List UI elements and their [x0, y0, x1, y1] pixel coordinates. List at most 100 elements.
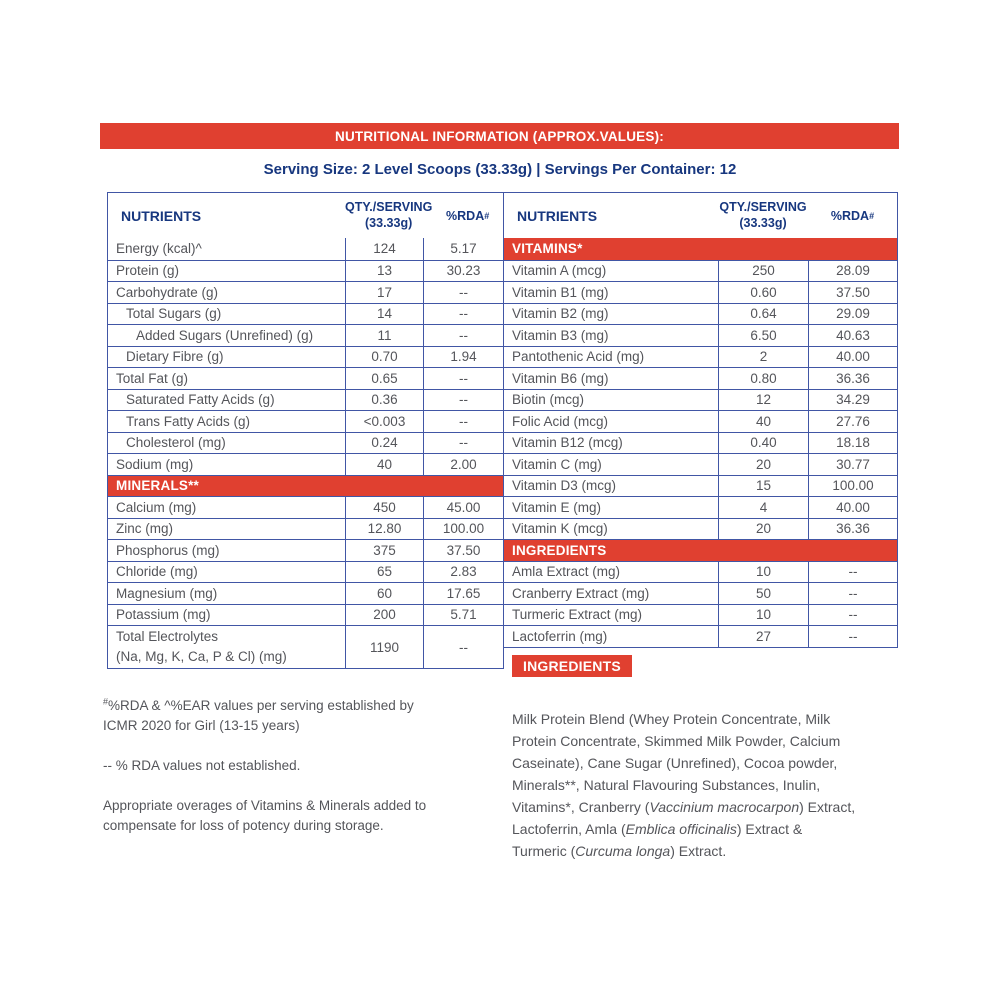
qty-value: 20 — [718, 518, 808, 539]
nutrition-info-title-bar: NUTRITIONAL INFORMATION (APPROX.VALUES): — [100, 123, 899, 149]
nutrient-label: Pantothenic Acid (mg) — [512, 349, 645, 365]
table-row: Energy (kcal)^ 124 5.17 — [108, 238, 503, 260]
qty-header-line1: QTY./SERVING — [345, 199, 433, 214]
nutrient-label: Saturated Fatty Acids (g) — [126, 392, 275, 408]
footnotes: #%RDA & ^%EAR values per serving establi… — [103, 676, 495, 856]
footnote-not-established: -- % RDA values not established. — [103, 758, 301, 773]
table-row: Vitamin B1 (mg) 0.60 37.50 — [504, 281, 897, 303]
qty-value: <0.003 — [345, 411, 423, 432]
nutrient-label: Vitamin A (mcg) — [512, 263, 607, 279]
table-row: Vitamin B2 (mg) 0.64 29.09 — [504, 302, 897, 324]
rda-value: 36.36 — [808, 518, 897, 539]
column-header-qty: QTY./SERVING (33.33g) — [718, 193, 808, 238]
rda-value: 37.50 — [423, 540, 503, 561]
nutrient-label: Chloride (mg) — [116, 564, 198, 580]
rda-value: 5.71 — [423, 604, 503, 625]
ingredients-paragraph: Milk Protein Blend (Whey Protein Concent… — [512, 686, 910, 862]
table-row: Vitamin D3 (mcg) 15 100.00 — [504, 474, 897, 496]
rda-value: 2.83 — [423, 561, 503, 582]
table-row: Protein (g) 13 30.23 — [108, 259, 503, 281]
qty-value: 50 — [718, 583, 808, 604]
table-row: Sodium (mg) 40 2.00 — [108, 453, 503, 475]
section-label: MINERALS** — [116, 478, 200, 494]
rda-value: -- — [423, 368, 503, 389]
rda-value: -- — [808, 604, 897, 625]
nutrient-label: Total Fat (g) — [116, 370, 189, 386]
rda-value: -- — [808, 626, 897, 647]
nutrient-label: Vitamin B12 (mcg) — [512, 435, 623, 451]
qty-value: 375 — [345, 540, 423, 561]
section-label: VITAMINS* — [512, 241, 583, 257]
nutrient-label: Energy (kcal)^ — [116, 241, 202, 257]
qty-value: 0.65 — [345, 368, 423, 389]
table-header-row: NUTRIENTS QTY./SERVING (33.33g) %RDA # — [504, 193, 897, 238]
qty-value: 10 — [718, 604, 808, 625]
rda-value: 18.18 — [808, 432, 897, 453]
nutrient-label: Magnesium (mg) — [116, 585, 218, 601]
qty-value: 0.64 — [718, 303, 808, 324]
table-row: Added Sugars (Unrefined) (g) 11 -- — [108, 324, 503, 346]
rda-value: 29.09 — [808, 303, 897, 324]
rda-value: 1.94 — [423, 346, 503, 367]
footnote-overages: Appropriate overages of Vitamins & Miner… — [103, 798, 427, 833]
nutrient-label: Biotin (mcg) — [512, 392, 585, 408]
table-row: Carbohydrate (g) 17 -- — [108, 281, 503, 303]
nutrient-label: Cholesterol (mg) — [126, 435, 226, 451]
rda-value: 40.00 — [808, 346, 897, 367]
nutrient-label: Vitamin B1 (mg) — [512, 284, 609, 300]
nutrient-label: Vitamin E (mg) — [512, 499, 602, 515]
rda-value: -- — [808, 583, 897, 604]
qty-value: 10 — [718, 561, 808, 582]
qty-value: 2 — [718, 346, 808, 367]
rda-value: 37.50 — [808, 282, 897, 303]
rda-value: 2.00 — [423, 454, 503, 475]
nutrient-label: Amla Extract (mg) — [512, 564, 621, 580]
nutrient-label: Carbohydrate (g) — [116, 284, 219, 300]
nutrient-label: Vitamin K (mcg) — [512, 521, 608, 537]
rda-value: -- — [423, 432, 503, 453]
table-row: Zinc (mg) 12.80 100.00 — [108, 517, 503, 539]
qty-value: 250 — [718, 260, 808, 281]
nutrient-label: Sodium (mg) — [116, 456, 194, 472]
ingredients-segment: ) Extract, Lactoferrin, Amla ( — [512, 799, 856, 837]
rda-value: -- — [808, 561, 897, 582]
section-bar: INGREDIENTS — [504, 539, 897, 561]
qty-value: 0.36 — [345, 389, 423, 410]
qty-value: 6.50 — [718, 325, 808, 346]
nutrient-label: Turmeric Extract (mg) — [512, 607, 643, 623]
ingredients-heading: INGREDIENTS — [512, 655, 632, 677]
table-row: Vitamin A (mcg) 250 28.09 — [504, 259, 897, 281]
qty-value: 40 — [345, 454, 423, 475]
nutrient-label: Phosphorus (mg) — [116, 542, 220, 558]
nutrient-label: Vitamin B6 (mg) — [512, 370, 609, 386]
nutrient-label: Trans Fatty Acids (g) — [126, 413, 251, 429]
qty-value: 0.80 — [718, 368, 808, 389]
nutrient-label: Calcium (mg) — [116, 499, 197, 515]
table-row: Total Electrolytes (Na, Mg, K, Ca, P & Cl… — [108, 625, 503, 668]
table-row: Vitamin B12 (mcg) 0.40 18.18 — [504, 431, 897, 453]
qty-value: 11 — [345, 325, 423, 346]
ingredients-segment: ) Extract & Turmeric ( — [512, 821, 803, 859]
rda-value: 36.36 — [808, 368, 897, 389]
rda-value: -- — [423, 411, 503, 432]
rda-value: -- — [423, 282, 503, 303]
ingredients-segment: ) Extract. — [670, 843, 727, 859]
qty-value: 12 — [718, 389, 808, 410]
ingredients-latin-name: Vaccinium macrocarpon — [649, 799, 800, 815]
table-row: Total Fat (g) 0.65 -- — [108, 367, 503, 389]
nutrient-label: Total Sugars (g) — [126, 306, 222, 322]
table-row: Dietary Fibre (g) 0.70 1.94 — [108, 345, 503, 367]
rda-value: -- — [423, 626, 503, 668]
column-header-nutrients: NUTRIENTS — [517, 207, 598, 224]
qty-header-line2: (33.33g) — [739, 215, 787, 230]
nutrition-tables: NUTRIENTS QTY./SERVING (33.33g) %RDA # En… — [107, 192, 898, 669]
qty-value: 17 — [345, 282, 423, 303]
table-row: Pantothenic Acid (mg) 2 40.00 — [504, 345, 897, 367]
table-row: Vitamin C (mg) 20 30.77 — [504, 453, 897, 475]
qty-value: 4 — [718, 497, 808, 518]
table-row: Saturated Fatty Acids (g) 0.36 -- — [108, 388, 503, 410]
column-header-qty: QTY./SERVING (33.33g) — [345, 193, 432, 238]
section-label: INGREDIENTS — [512, 542, 607, 558]
rda-value: 27.76 — [808, 411, 897, 432]
table-row: Vitamin E (mg) 4 40.00 — [504, 496, 897, 518]
